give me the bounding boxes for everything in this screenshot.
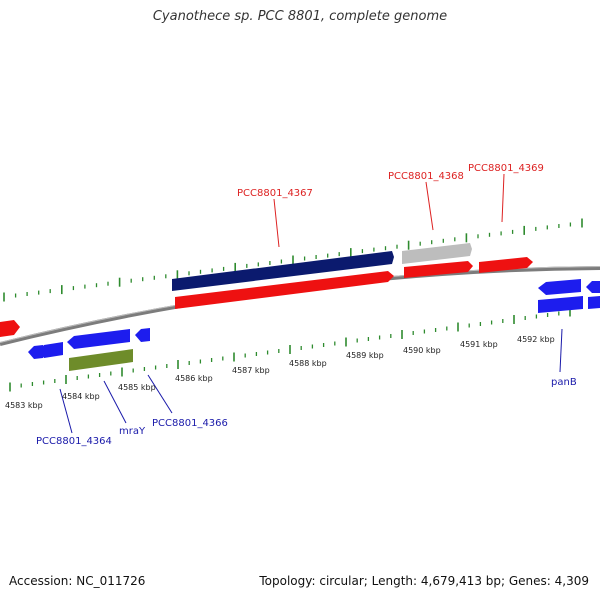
genome-summary-text: Topology: circular; Length: 4,679,413 bp… [259, 574, 589, 588]
gene-panb-2[interactable] [538, 296, 583, 313]
gene-mray[interactable] [67, 329, 130, 349]
gene-panb[interactable] [538, 279, 581, 295]
scale-label-4592: 4592 kbp [517, 335, 555, 344]
scale-label-4585: 4585 kbp [118, 383, 156, 392]
genome-backbone [0, 266, 600, 346]
leader-panb [559, 328, 563, 373]
gene-pcc8801-4369[interactable] [479, 257, 533, 273]
scale-label-4590: 4590 kbp [403, 346, 441, 355]
leader-pcc8801-4364 [59, 388, 73, 434]
leader-pcc8801-4366 [147, 374, 173, 414]
leader-pcc8801-4367 [273, 198, 280, 248]
label-pcc8801-4369: PCC8801_4369 [468, 163, 544, 174]
map-title: Cyanothece sp. PCC 8801, complete genome [152, 9, 448, 24]
gene-pcc8801-4366[interactable] [135, 328, 150, 342]
genome-backbone-highlight [0, 266, 600, 343]
scale-label-4586: 4586 kbp [175, 374, 213, 383]
label-pcc8801-4368: PCC8801_4368 [388, 171, 464, 182]
label-pcc8801-4364: PCC8801_4364 [36, 436, 112, 447]
gene-left-edge-red[interactable] [0, 320, 20, 337]
label-panb: panB [551, 377, 577, 388]
reverse-strand-ticks [9, 307, 571, 392]
gene-right-edge-1[interactable] [586, 281, 600, 293]
scale-label-4588: 4588 kbp [289, 359, 327, 368]
accession-text: Accession: NC_011726 [9, 574, 146, 588]
gene-pcc8801-4368-gray[interactable] [402, 243, 472, 264]
scale-label-4583: 4583 kbp [5, 401, 43, 410]
gene-reverse-small[interactable] [28, 345, 43, 359]
scale-label-4587: 4587 kbp [232, 366, 270, 375]
gene-pcc8801-4364[interactable] [38, 342, 63, 358]
forward-strand-ticks [3, 218, 583, 302]
gene-mray-olive[interactable] [69, 349, 133, 371]
gene-pcc8801-4367[interactable] [175, 271, 394, 309]
scale-label-4591: 4591 kbp [460, 340, 498, 349]
leader-pcc8801-4369 [501, 173, 505, 223]
gene-right-edge-2[interactable] [588, 296, 600, 309]
scale-label-4589: 4589 kbp [346, 351, 384, 360]
label-pcc8801-4367: PCC8801_4367 [237, 188, 313, 199]
leader-mray [103, 380, 127, 424]
leader-pcc8801-4368 [425, 181, 434, 231]
label-mray: mraY [119, 426, 146, 437]
gene-pcc8801-4368[interactable] [404, 261, 473, 278]
label-pcc8801-4366: PCC8801_4366 [152, 418, 228, 429]
gene-pcc8801-4367-navy[interactable] [172, 251, 394, 291]
scale-label-4584: 4584 kbp [62, 392, 100, 401]
